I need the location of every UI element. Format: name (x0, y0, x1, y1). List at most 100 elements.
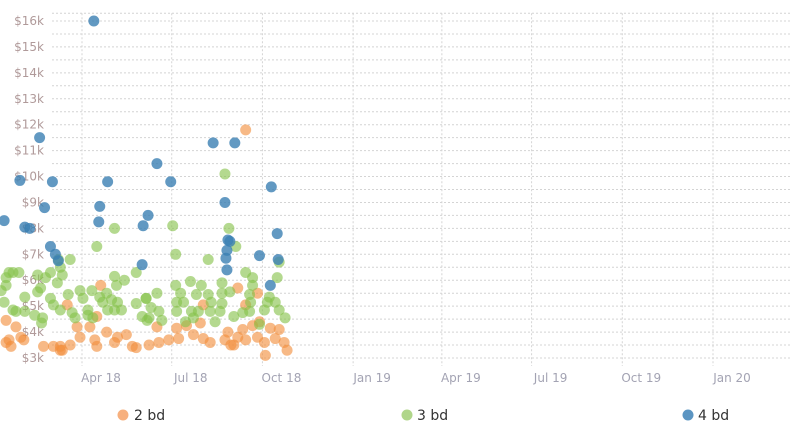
data-point[interactable] (224, 286, 236, 298)
data-point[interactable] (209, 316, 221, 328)
data-point[interactable] (86, 285, 98, 297)
data-point[interactable] (153, 305, 165, 317)
data-point[interactable] (0, 336, 12, 348)
data-point[interactable] (153, 336, 165, 348)
data-point[interactable] (204, 305, 216, 317)
data-point[interactable] (273, 323, 285, 335)
data-point[interactable] (0, 285, 7, 297)
data-point[interactable] (175, 287, 187, 299)
data-point[interactable] (190, 288, 202, 300)
data-point[interactable] (167, 220, 179, 232)
data-point[interactable] (271, 228, 283, 240)
data-point[interactable] (40, 272, 52, 284)
data-point[interactable] (91, 241, 103, 253)
data-point[interactable] (214, 305, 226, 317)
data-point[interactable] (18, 334, 30, 346)
data-point[interactable] (115, 304, 127, 316)
data-point[interactable] (253, 250, 265, 262)
data-point[interactable] (173, 333, 185, 345)
data-point[interactable] (202, 253, 214, 265)
data-point[interactable] (223, 222, 235, 234)
data-point[interactable] (62, 288, 74, 300)
data-point[interactable] (84, 321, 96, 333)
data-point[interactable] (95, 279, 107, 291)
data-point[interactable] (224, 235, 236, 247)
data-point[interactable] (101, 326, 113, 338)
data-point[interactable] (87, 312, 99, 324)
data-point[interactable] (10, 321, 22, 333)
data-point[interactable] (32, 286, 44, 298)
data-point[interactable] (151, 287, 163, 299)
data-point[interactable] (279, 312, 291, 324)
data-point[interactable] (244, 305, 256, 317)
data-point[interactable] (228, 339, 240, 351)
data-point[interactable] (69, 312, 81, 324)
data-point[interactable] (281, 344, 293, 356)
data-point[interactable] (247, 272, 259, 284)
data-point[interactable] (140, 292, 152, 304)
data-point[interactable] (0, 296, 10, 308)
data-point[interactable] (222, 326, 234, 338)
data-point[interactable] (221, 264, 233, 276)
legend-item-3bd[interactable]: 3 bd (401, 408, 449, 424)
data-point[interactable] (171, 322, 183, 334)
data-point[interactable] (136, 259, 148, 271)
data-point[interactable] (118, 274, 130, 286)
data-point[interactable] (205, 296, 217, 308)
data-point[interactable] (171, 305, 183, 317)
data-point[interactable] (130, 298, 142, 310)
data-point[interactable] (180, 316, 192, 328)
data-point[interactable] (64, 339, 76, 351)
data-point[interactable] (54, 344, 66, 356)
data-point[interactable] (19, 291, 31, 303)
data-point[interactable] (51, 277, 63, 289)
data-point[interactable] (36, 317, 48, 329)
data-point[interactable] (156, 314, 168, 326)
data-point[interactable] (163, 334, 175, 346)
data-point[interactable] (207, 137, 219, 149)
data-point[interactable] (228, 311, 240, 323)
data-point[interactable] (130, 342, 142, 354)
data-point[interactable] (19, 305, 31, 317)
data-point[interactable] (216, 277, 228, 289)
data-point[interactable] (74, 331, 86, 343)
data-point[interactable] (259, 349, 271, 361)
data-point[interactable] (220, 252, 232, 264)
data-point[interactable] (272, 253, 284, 265)
data-point[interactable] (258, 304, 270, 316)
data-point[interactable] (13, 266, 25, 278)
data-point[interactable] (178, 296, 190, 308)
data-point[interactable] (102, 176, 114, 188)
data-point[interactable] (142, 209, 154, 221)
data-point[interactable] (229, 137, 241, 149)
data-point[interactable] (71, 321, 83, 333)
data-point[interactable] (253, 318, 265, 330)
data-point[interactable] (170, 248, 182, 260)
data-point[interactable] (0, 314, 12, 326)
data-point[interactable] (143, 339, 155, 351)
data-point[interactable] (271, 272, 283, 284)
data-point[interactable] (39, 202, 51, 214)
data-point[interactable] (34, 132, 46, 144)
data-point[interactable] (52, 255, 64, 267)
data-point[interactable] (130, 266, 142, 278)
data-point[interactable] (10, 305, 22, 317)
data-point[interactable] (77, 292, 89, 304)
data-point[interactable] (219, 168, 231, 180)
data-point[interactable] (46, 176, 58, 188)
data-point[interactable] (165, 176, 177, 188)
data-point[interactable] (237, 323, 249, 335)
data-point[interactable] (240, 334, 252, 346)
data-point[interactable] (219, 196, 231, 208)
data-point[interactable] (91, 340, 103, 352)
legend-item-4bd[interactable]: 4 bd (682, 408, 730, 424)
data-point[interactable] (120, 329, 132, 341)
legend-item-2bd[interactable]: 2 bd (117, 408, 166, 424)
data-point[interactable] (264, 279, 276, 291)
data-point[interactable] (111, 279, 123, 291)
data-point[interactable] (269, 333, 281, 345)
data-point[interactable] (94, 200, 106, 212)
data-point[interactable] (247, 279, 259, 291)
data-point[interactable] (64, 253, 76, 265)
data-point[interactable] (204, 336, 216, 348)
